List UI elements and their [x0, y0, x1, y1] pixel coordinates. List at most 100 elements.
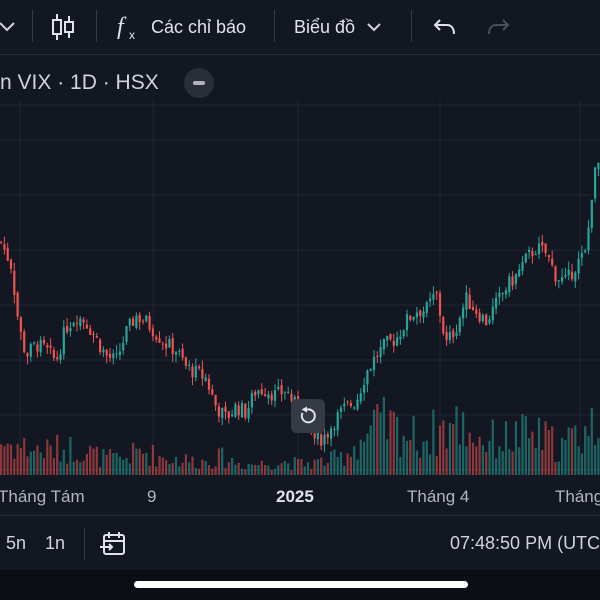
- volume-bar: [396, 417, 399, 475]
- volume-bar: [254, 464, 257, 475]
- volume-bar: [141, 453, 145, 475]
- volume-bar: [432, 409, 435, 475]
- volume-bar: [524, 416, 527, 475]
- candle-body: [471, 306, 475, 311]
- volume-bar: [221, 447, 224, 475]
- candle-body: [158, 338, 161, 343]
- volume-bar: [128, 463, 131, 475]
- volume-bar: [422, 441, 425, 475]
- indicators-button[interactable]: f x Các chỉ báo: [116, 0, 246, 54]
- candle-body: [165, 343, 168, 349]
- candle-body: [102, 349, 105, 353]
- candle-body: [112, 353, 115, 359]
- volume-bar: [217, 448, 220, 475]
- candle-body: [257, 390, 260, 395]
- candle-body: [481, 315, 484, 322]
- candle-body: [138, 314, 141, 323]
- volume-bar: [488, 440, 491, 475]
- candle-body: [125, 326, 128, 342]
- candle-body: [524, 253, 527, 263]
- volume-bar: [227, 462, 230, 475]
- candle-body: [511, 276, 514, 286]
- volume-bar: [132, 442, 135, 475]
- volume-bar: [273, 468, 277, 475]
- redo-button[interactable]: [486, 0, 510, 54]
- candle-body: [36, 344, 39, 352]
- volume-bar: [534, 447, 537, 475]
- volume-bar: [26, 456, 29, 475]
- candle-body: [528, 249, 531, 253]
- volume-bar: [541, 450, 544, 475]
- price-chart[interactable]: [0, 100, 600, 515]
- candle-body: [270, 394, 273, 401]
- volume-bar: [442, 420, 445, 475]
- candle-body: [587, 227, 590, 251]
- volume-bar: [481, 445, 484, 475]
- volume-bar: [594, 445, 597, 475]
- chevron-down-icon[interactable]: [0, 0, 16, 54]
- volume-bar: [386, 439, 389, 475]
- candle-body: [211, 388, 214, 395]
- volume-bar: [72, 461, 75, 475]
- collapse-legend-button[interactable]: [184, 68, 214, 98]
- chevron-down-icon: [367, 23, 381, 32]
- candle-body: [75, 322, 79, 325]
- chart-menu-button[interactable]: Biểu đồ: [294, 0, 381, 54]
- candle-body: [3, 244, 6, 250]
- candle-body: [23, 331, 26, 353]
- volume-bar: [280, 463, 283, 475]
- volume-bar: [155, 466, 158, 475]
- volume-bar: [343, 465, 346, 475]
- candle-body: [207, 378, 211, 390]
- candle-body: [570, 271, 574, 280]
- volume-bar: [359, 439, 362, 475]
- range-5y-button[interactable]: 5n: [6, 533, 27, 553]
- volume-bar: [339, 452, 343, 475]
- volume-bar: [415, 450, 418, 475]
- volume-bar: [247, 463, 250, 475]
- candle-body: [514, 274, 517, 284]
- candle-body: [227, 411, 230, 419]
- candle-body: [343, 403, 346, 407]
- candle-body: [541, 241, 544, 246]
- candle-body: [399, 336, 402, 340]
- volume-bar: [19, 448, 22, 475]
- go-to-date-button[interactable]: [100, 516, 128, 571]
- candle-body: [128, 318, 131, 326]
- range-1y-button[interactable]: 1n: [45, 533, 66, 553]
- candle-body: [442, 317, 445, 334]
- volume-bar: [3, 446, 6, 475]
- volume-bar: [448, 423, 451, 475]
- volume-bar: [168, 464, 171, 475]
- candle-body: [561, 276, 564, 282]
- volume-bar: [465, 446, 468, 475]
- calendar-goto-icon: [100, 531, 125, 555]
- candle-body: [221, 407, 224, 419]
- home-indicator: [134, 581, 468, 588]
- volume-bar: [79, 462, 82, 475]
- volume-bar: [250, 464, 253, 475]
- symbol-legend[interactable]: n VIX · 1D · HSX: [0, 66, 159, 100]
- reset-chart-button[interactable]: [291, 399, 325, 433]
- volume-bar: [551, 426, 554, 475]
- volume-bar: [587, 435, 590, 475]
- candle-body: [148, 315, 151, 330]
- candle-body: [66, 325, 69, 333]
- volume-bar: [537, 417, 541, 475]
- volume-bar: [399, 457, 402, 475]
- candle-body: [521, 262, 524, 271]
- volume-bar: [300, 459, 303, 475]
- clock-timezone[interactable]: 07:48:50 PM (UTC: [450, 533, 600, 553]
- volume-bar: [42, 458, 46, 475]
- candle-body: [580, 253, 583, 258]
- undo-button[interactable]: [433, 0, 457, 54]
- volume-bar: [95, 446, 98, 475]
- volume-bar: [39, 452, 42, 475]
- svg-text:f: f: [117, 14, 127, 40]
- candle-body: [330, 428, 333, 439]
- candlestick-chart-type-icon[interactable]: [50, 0, 76, 54]
- candle-body: [217, 406, 220, 417]
- volume-bar: [92, 448, 95, 475]
- volume-bar: [293, 457, 296, 475]
- candle-body: [293, 396, 296, 401]
